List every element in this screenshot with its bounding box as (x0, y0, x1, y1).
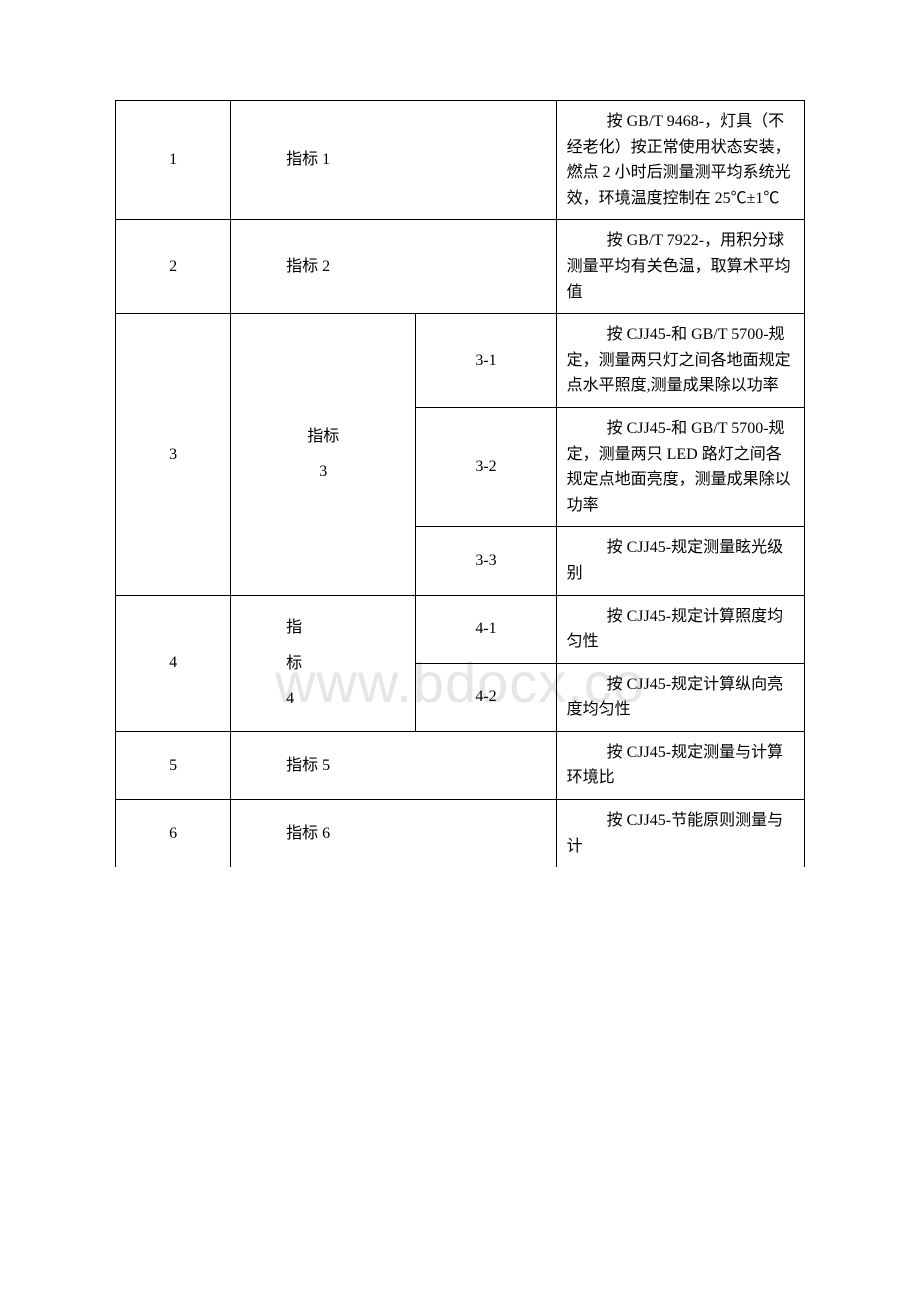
row-label: 指标 1 (231, 101, 556, 220)
content-wrapper: 1 指标 1 按 GB/T 9468-，灯具（不经老化）按正常使用状态安装，燃点… (115, 100, 805, 867)
row-number: 4 (116, 595, 231, 731)
row-desc: 按 CJJ45-规定测量与计算环境比 (556, 731, 804, 799)
row-label: 指标 5 (231, 731, 556, 799)
table-row: 1 指标 1 按 GB/T 9468-，灯具（不经老化）按正常使用状态安装，燃点… (116, 101, 805, 220)
label-line-1: 指标 (307, 428, 339, 445)
table-row: 2 指标 2 按 GB/T 7922-，用积分球测量平均有关色温，取算术平均值 (116, 220, 805, 314)
row-label: 指 标 4 (231, 595, 416, 731)
row-desc: 按 CJJ45-规定计算纵向亮度均匀性 (556, 663, 804, 731)
row-sub: 4-1 (416, 595, 556, 663)
row-number: 6 (116, 800, 231, 868)
table-row: 5 指标 5 按 CJJ45-规定测量与计算环境比 (116, 731, 805, 799)
row-desc: 按 CJJ45-和 GB/T 5700-规定，测量两只 LED 路灯之间各规定点… (556, 407, 804, 526)
label-line-2: 标 (286, 655, 302, 672)
row-number: 2 (116, 220, 231, 314)
row-desc: 按 GB/T 9468-，灯具（不经老化）按正常使用状态安装，燃点 2 小时后测… (556, 101, 804, 220)
row-sub: 4-2 (416, 663, 556, 731)
row-sub: 3-1 (416, 314, 556, 408)
row-label: 指标 6 (231, 800, 556, 868)
label-line-3: 4 (286, 690, 294, 707)
table-row: 3 指标 3 3-1 按 CJJ45-和 GB/T 5700-规定，测量两只灯之… (116, 314, 805, 408)
row-label: 指标 2 (231, 220, 556, 314)
row-desc: 按 CJJ45-节能原则测量与计 (556, 800, 804, 868)
row-desc: 按 CJJ45-规定计算照度均匀性 (556, 595, 804, 663)
table-row: 4 指 标 4 4-1 按 CJJ45-规定计算照度均匀性 (116, 595, 805, 663)
spec-table: 1 指标 1 按 GB/T 9468-，灯具（不经老化）按正常使用状态安装，燃点… (115, 100, 805, 867)
row-sub: 3-3 (416, 527, 556, 595)
table-row: 6 指标 6 按 CJJ45-节能原则测量与计 (116, 800, 805, 868)
row-number: 5 (116, 731, 231, 799)
row-label: 指标 3 (231, 314, 416, 595)
row-desc: 按 GB/T 7922-，用积分球测量平均有关色温，取算术平均值 (556, 220, 804, 314)
row-number: 3 (116, 314, 231, 595)
row-sub: 3-2 (416, 407, 556, 526)
row-number: 1 (116, 101, 231, 220)
label-line-1: 指 (286, 619, 302, 636)
row-desc: 按 CJJ45-和 GB/T 5700-规定，测量两只灯之间各地面规定点水平照度… (556, 314, 804, 408)
label-line-2: 3 (319, 463, 327, 480)
row-desc: 按 CJJ45-规定测量眩光级别 (556, 527, 804, 595)
